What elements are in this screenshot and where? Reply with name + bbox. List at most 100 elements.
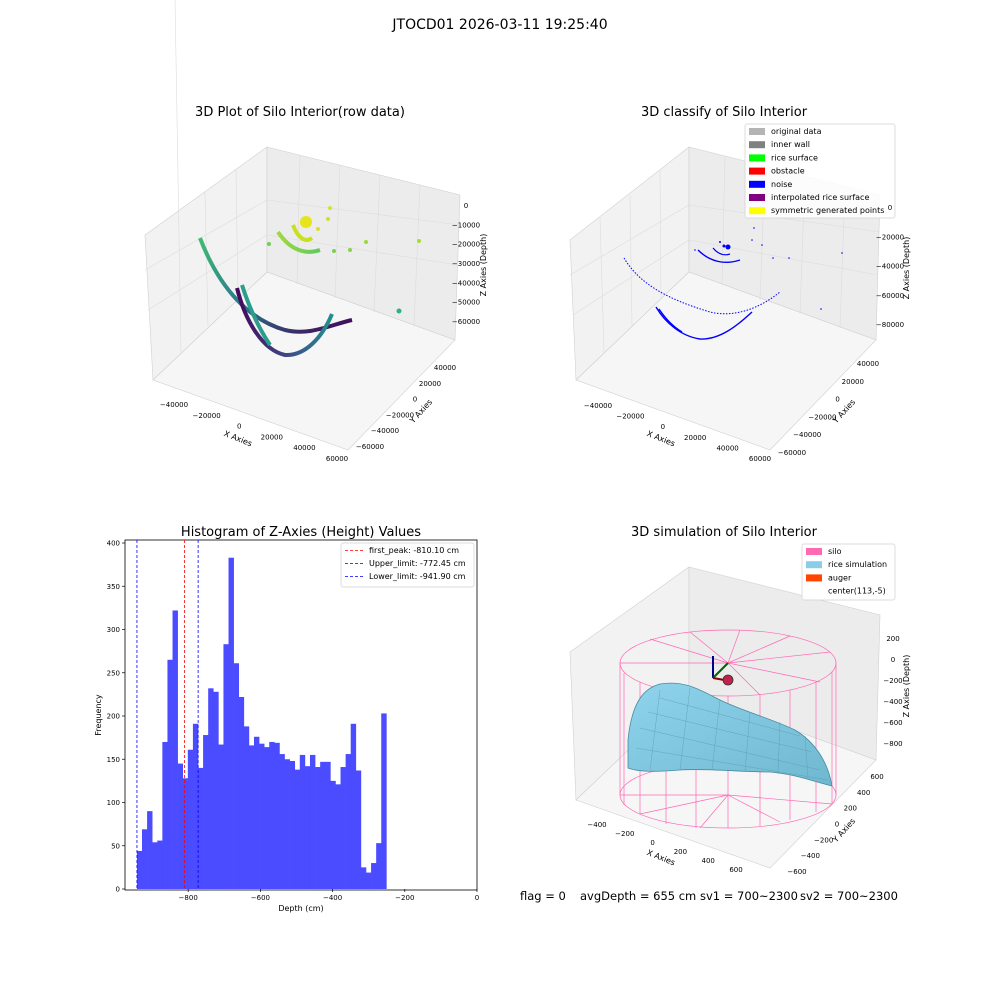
histogram-x-tick-label: −600 xyxy=(251,894,270,902)
histogram-bar xyxy=(371,863,377,889)
simulation-legend: silo rice simulation auger center(113,-5) xyxy=(801,543,896,601)
simulation-x-tick: 200 xyxy=(674,848,687,856)
simulation-x-tick: 600 xyxy=(729,866,742,874)
classify-noise-points xyxy=(623,227,843,340)
histogram-bar xyxy=(259,743,265,889)
legend-label: original data xyxy=(771,127,822,136)
histogram-bar xyxy=(197,767,204,889)
raw-y-tick: 20000 xyxy=(419,380,441,388)
histogram-legend: first_peak: -810.10 cm Upper_limit: -772.… xyxy=(340,542,475,588)
legend-label: center(113,-5) xyxy=(828,587,886,596)
histogram-bar xyxy=(248,745,255,889)
classify-x-tick: 40000 xyxy=(716,444,738,452)
classify-zlabel: Z Axies (Depth) xyxy=(902,237,911,300)
raw-x-tick: 40000 xyxy=(293,444,315,452)
histogram-x-tick-label: −200 xyxy=(395,894,414,902)
histogram-bar xyxy=(182,778,189,889)
histogram-ylabel: Frequency xyxy=(94,694,103,736)
histogram-bar xyxy=(376,843,382,889)
histogram-bar xyxy=(187,749,194,889)
histogram-bar xyxy=(243,726,250,889)
raw-x-tick: 60000 xyxy=(326,455,348,463)
raw-x-tick: 0 xyxy=(237,423,241,431)
simulation-z-tick: −800 xyxy=(883,740,902,748)
raw-z-tick: −50000 xyxy=(452,299,480,307)
histogram-x-ticks: −800 −600 −400 −200 0 xyxy=(179,889,479,902)
simulation-z-tick: −400 xyxy=(883,698,902,706)
classify-y-tick: −40000 xyxy=(793,431,821,439)
classify-x-tick: 0 xyxy=(661,423,665,431)
histogram-bar xyxy=(279,754,285,889)
simulation-z-tick: −600 xyxy=(883,719,902,727)
simulation-y-tick: −200 xyxy=(814,836,833,844)
simulation-x-tick: −200 xyxy=(615,830,634,838)
simulation-x-ticks: −400 −200 0 200 400 600 xyxy=(587,821,742,874)
legend-label: symmetric generated points xyxy=(771,206,884,215)
histogram-bar xyxy=(340,767,346,889)
simulation-panel: 3D simulation of Silo Interior xyxy=(569,525,911,876)
histogram-x-tick-label: 0 xyxy=(475,894,479,902)
histogram-reference-lines xyxy=(136,540,199,889)
raw-xlabel: X Axies xyxy=(223,429,254,448)
raw-z-tick: −60000 xyxy=(452,318,480,326)
histogram-y-tick-label: 250 xyxy=(107,669,120,677)
figure-title: JTOCD01 2026-03-11 19:25:40 xyxy=(392,17,608,33)
legend-label: noise xyxy=(771,180,792,189)
histogram-xlabel: Depth (cm) xyxy=(278,904,323,913)
histogram-bar xyxy=(172,610,178,889)
histogram-bar xyxy=(253,736,260,889)
histogram-bar xyxy=(350,723,357,889)
histogram-bar xyxy=(213,691,219,889)
histogram-bars xyxy=(136,557,387,889)
simulation-panel-title: 3D simulation of Silo Interior xyxy=(631,525,818,540)
histogram-bar xyxy=(142,829,148,889)
histogram-bar xyxy=(381,713,387,889)
status-avg-depth: avgDepth = 655 cm xyxy=(580,889,697,903)
histogram-x-tick-label: −800 xyxy=(179,894,198,902)
raw-y-tick: 0 xyxy=(413,396,417,404)
raw-z-ticks: 0 −10000 −20000 −30000 −40000 −50000 −60000 xyxy=(452,202,480,326)
classify-y-tick: 0 xyxy=(835,396,839,404)
histogram-legend-label: Upper_limit: -772.45 cm xyxy=(369,559,466,568)
classify-z-tick: −80000 xyxy=(876,321,904,329)
histogram-bar xyxy=(157,840,163,889)
histogram-bar xyxy=(233,663,240,889)
simulation-y-tick: 0 xyxy=(835,821,839,829)
raw-x-tick: −20000 xyxy=(193,412,221,420)
histogram-title: Histogram of Z-Axies (Height) Values xyxy=(181,525,421,540)
raw-x-tick: −40000 xyxy=(160,401,188,409)
legend-swatch xyxy=(806,561,822,569)
histogram-bar xyxy=(136,850,143,889)
legend-swatch xyxy=(749,167,765,175)
histogram-bar xyxy=(192,723,199,889)
raw-x-ticks: −40000 −20000 0 20000 40000 60000 xyxy=(160,401,348,463)
histogram-panel: Histogram of Z-Axies (Height) Values −80… xyxy=(94,525,479,913)
histogram-bar xyxy=(360,867,367,889)
histogram-bar xyxy=(223,644,229,889)
simulation-x-tick: 0 xyxy=(650,839,654,847)
classify-x-tick: −20000 xyxy=(616,413,644,421)
raw-z-tick: −10000 xyxy=(452,221,480,229)
legend-swatch xyxy=(806,548,822,555)
raw-z-tick: −40000 xyxy=(452,279,480,287)
classify-z-tick: −20000 xyxy=(876,233,904,241)
histogram-bar xyxy=(147,811,153,889)
legend-label: obstacle xyxy=(771,167,805,176)
histogram-y-tick-label: 200 xyxy=(107,713,120,721)
histogram-y-tick-label: 100 xyxy=(107,799,120,807)
simulation-z-tick: 200 xyxy=(886,635,899,643)
histogram-bar xyxy=(238,696,245,889)
histogram-bar xyxy=(208,688,214,889)
classify-legend: original data inner wall rice surface obsta… xyxy=(744,123,896,219)
histogram-bar xyxy=(284,759,290,889)
classify-z-tick: −60000 xyxy=(876,292,904,300)
histogram-y-tick-label: 150 xyxy=(107,756,120,764)
legend-label: interpolated rice surface xyxy=(771,193,869,202)
legend-label: inner wall xyxy=(771,140,810,149)
histogram-bar xyxy=(299,754,306,889)
histogram-bar xyxy=(315,767,321,889)
classify-y-ticks: 40000 20000 0 −20000 −40000 −60000 xyxy=(778,360,879,457)
classify-y-tick: 20000 xyxy=(842,378,864,386)
simulation-x-tick: −400 xyxy=(587,821,606,829)
